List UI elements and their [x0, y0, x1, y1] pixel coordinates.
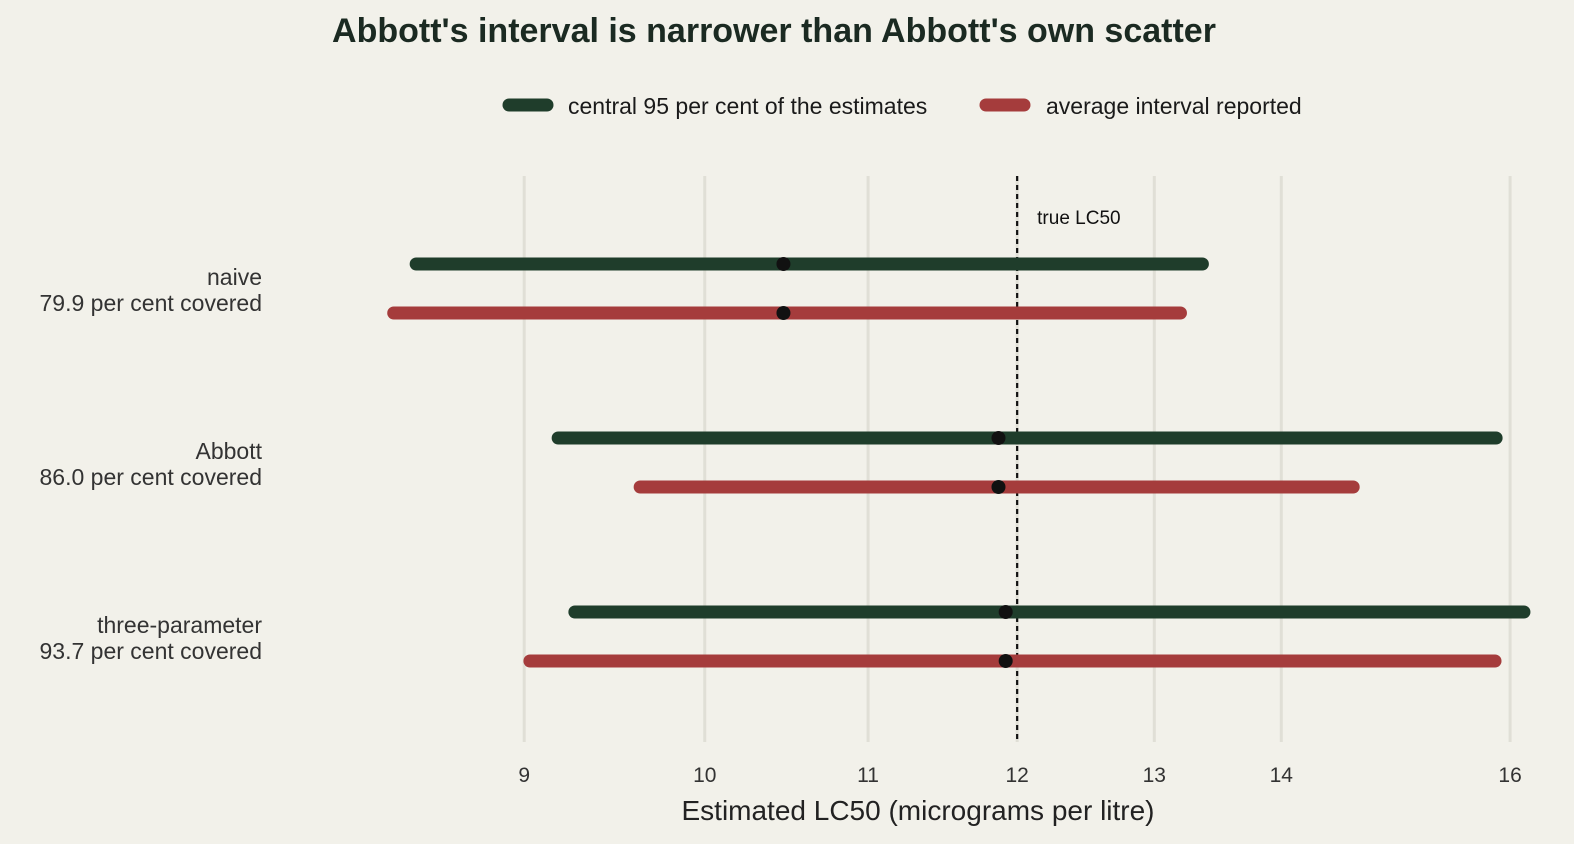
coverage-label: 79.9 per cent covered [40, 290, 262, 316]
x-tick-label: 10 [693, 764, 716, 787]
x-tick-label: 9 [518, 764, 530, 787]
point-estimate [776, 306, 791, 320]
x-tick-label: 12 [1005, 764, 1028, 787]
point-estimate [998, 605, 1013, 619]
x-tick-label: 13 [1143, 764, 1166, 787]
interval-marks [387, 257, 1531, 668]
coverage-label: 93.7 per cent covered [40, 638, 262, 664]
point-estimate [776, 257, 791, 271]
coverage-label: 86.0 per cent covered [40, 464, 262, 490]
x-tick-label: 16 [1498, 764, 1521, 787]
x-axis-title: Estimated LC50 (micrograms per litre) [681, 795, 1154, 826]
category-label: three-parameter [97, 612, 262, 638]
chart-title: Abbott's interval is narrower than Abbot… [332, 12, 1216, 50]
legend-label-reported: average interval reported [1046, 93, 1302, 119]
point-estimate [991, 480, 1006, 494]
reference-label: true LC50 [1037, 208, 1120, 229]
point-estimate [998, 654, 1013, 668]
x-tick-label: 11 [857, 764, 879, 787]
legend: central 95 per cent of the estimates ave… [502, 93, 1302, 119]
category-label: naive [207, 264, 262, 290]
x-axis-ticks: 9 10 11 12 13 14 16 [518, 764, 1521, 787]
legend-label-scatter: central 95 per cent of the estimates [568, 93, 927, 119]
category-label: Abbott [196, 438, 263, 464]
point-estimate [991, 431, 1006, 445]
x-tick-label: 14 [1270, 764, 1294, 787]
